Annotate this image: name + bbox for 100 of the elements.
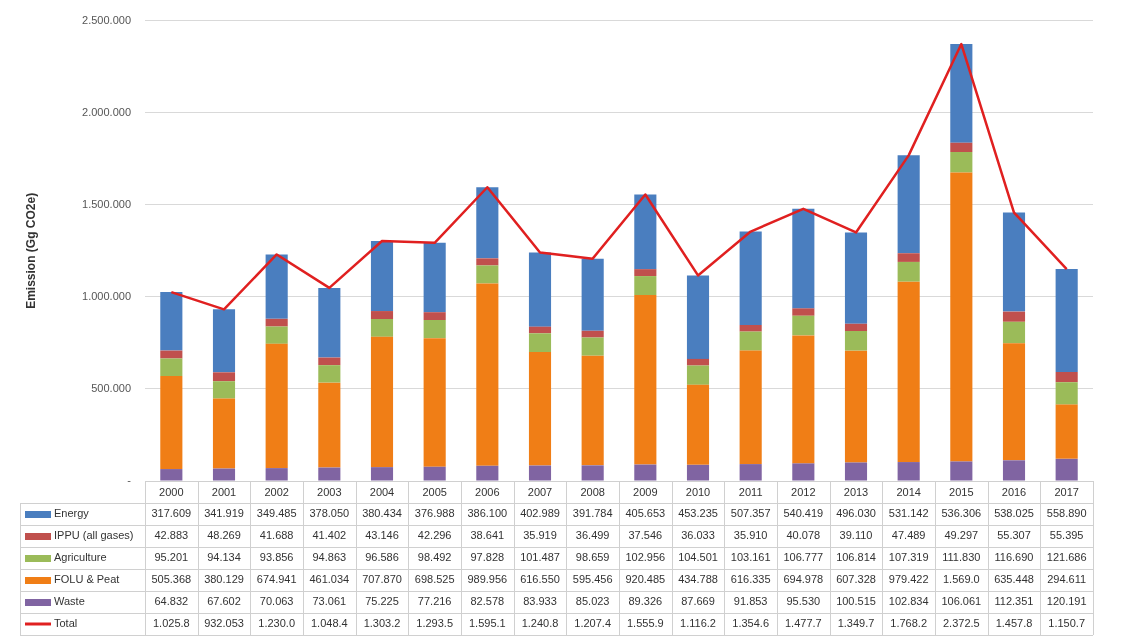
data-label: 87.669 (681, 595, 715, 608)
data-label: 121.686 (1046, 551, 1087, 564)
y-tick-label: 500.000 (91, 381, 131, 394)
x-tick-label: 2016 (1001, 485, 1027, 498)
x-tick-label: 2002 (264, 485, 289, 498)
bar (739, 331, 762, 351)
data-label: 85.023 (575, 595, 610, 608)
bar (318, 382, 341, 468)
bar (265, 468, 288, 481)
bar (844, 330, 868, 351)
data-label: 507.357 (730, 507, 771, 520)
x-tick-label: 2012 (791, 485, 816, 498)
data-label: 1.293.5 (416, 617, 454, 630)
data-label: 91.853 (733, 595, 768, 608)
bar (1002, 460, 1026, 481)
data-label: 1.595.1 (468, 617, 506, 630)
bar (476, 187, 499, 259)
bar (528, 333, 552, 352)
data-label: 496.030 (836, 507, 876, 520)
x-tick-label: 2013 (843, 485, 869, 498)
data-label: 75.225 (365, 595, 399, 608)
data-label: 674.941 (256, 573, 297, 586)
data-label: 70.063 (259, 595, 294, 608)
bar (950, 142, 973, 152)
data-label: 932.053 (204, 617, 244, 630)
bar (212, 468, 236, 481)
bar (581, 330, 604, 338)
y-tick-label: 2.000.000 (82, 105, 131, 118)
data-label: 380.129 (204, 573, 244, 586)
data-label: 607.328 (836, 573, 876, 586)
y-axis-title: Emission (Gg CO2e) (23, 192, 38, 309)
bar (423, 312, 446, 320)
bar (686, 384, 710, 465)
bar (265, 343, 288, 469)
data-label: 37.546 (628, 529, 663, 542)
bar (370, 336, 394, 468)
x-tick-label: 2008 (580, 485, 605, 498)
bar (950, 151, 973, 173)
bar (423, 320, 446, 339)
legend-label: IPPU (all gases) (54, 529, 134, 542)
data-label: 1.207.4 (574, 617, 612, 630)
bar (318, 357, 341, 366)
bar (423, 242, 446, 313)
data-label: 49.297 (944, 529, 979, 542)
bar (634, 464, 657, 481)
data-label: 707.870 (362, 573, 402, 586)
bar (581, 355, 604, 466)
bar (739, 350, 762, 465)
bar (581, 337, 604, 356)
x-tick-label: 2004 (369, 485, 395, 498)
x-tick-label: 2015 (949, 485, 974, 498)
y-tick-label: - (127, 474, 132, 487)
data-label: 616.335 (730, 573, 771, 586)
bar (686, 275, 710, 359)
legend-label: Total (54, 617, 78, 630)
bar (160, 375, 183, 470)
bar (1055, 404, 1078, 459)
bar (1055, 382, 1078, 405)
bar (528, 465, 552, 481)
bar (897, 253, 920, 262)
data-label: 1.025.8 (152, 617, 190, 630)
bar (160, 292, 183, 351)
bar (528, 352, 552, 466)
bar (370, 319, 394, 337)
data-label: 536.306 (941, 507, 982, 520)
bar (212, 381, 236, 399)
bar (792, 335, 815, 464)
bar (1002, 311, 1026, 322)
data-label: 89.326 (628, 595, 663, 608)
data-label: 39.110 (839, 529, 873, 542)
data-label: 2.372.5 (942, 617, 980, 630)
data-label: 83.933 (523, 595, 557, 608)
data-label: 376.988 (414, 507, 455, 520)
bar (739, 324, 762, 332)
bar (634, 295, 657, 465)
data-label: 1.116.2 (680, 617, 716, 630)
bar (370, 311, 394, 319)
data-label: 97.828 (470, 551, 505, 564)
data-label: 55.307 (997, 529, 1031, 542)
data-label: 98.492 (417, 551, 452, 564)
data-label: 1.457.8 (995, 617, 1033, 630)
data-label: 102.834 (888, 595, 929, 608)
data-label: 1.555.9 (626, 617, 664, 630)
data-label: 98.659 (575, 551, 610, 564)
legend-label: Energy (54, 507, 90, 520)
bar (160, 358, 183, 376)
data-label: 1.303.2 (363, 617, 401, 630)
data-label: 1.354.6 (732, 617, 770, 630)
bar (739, 464, 762, 481)
data-label: 989.956 (467, 573, 508, 586)
data-label: 95.201 (154, 551, 189, 564)
data-label: 531.142 (888, 507, 929, 520)
x-tick-label: 2006 (475, 485, 500, 498)
data-label: 386.100 (467, 507, 508, 520)
bar (476, 258, 499, 266)
x-tick-label: 2010 (685, 485, 711, 498)
x-tick-label: 2011 (738, 485, 763, 498)
bar (897, 281, 920, 463)
bar (686, 365, 710, 385)
bar (423, 466, 446, 481)
